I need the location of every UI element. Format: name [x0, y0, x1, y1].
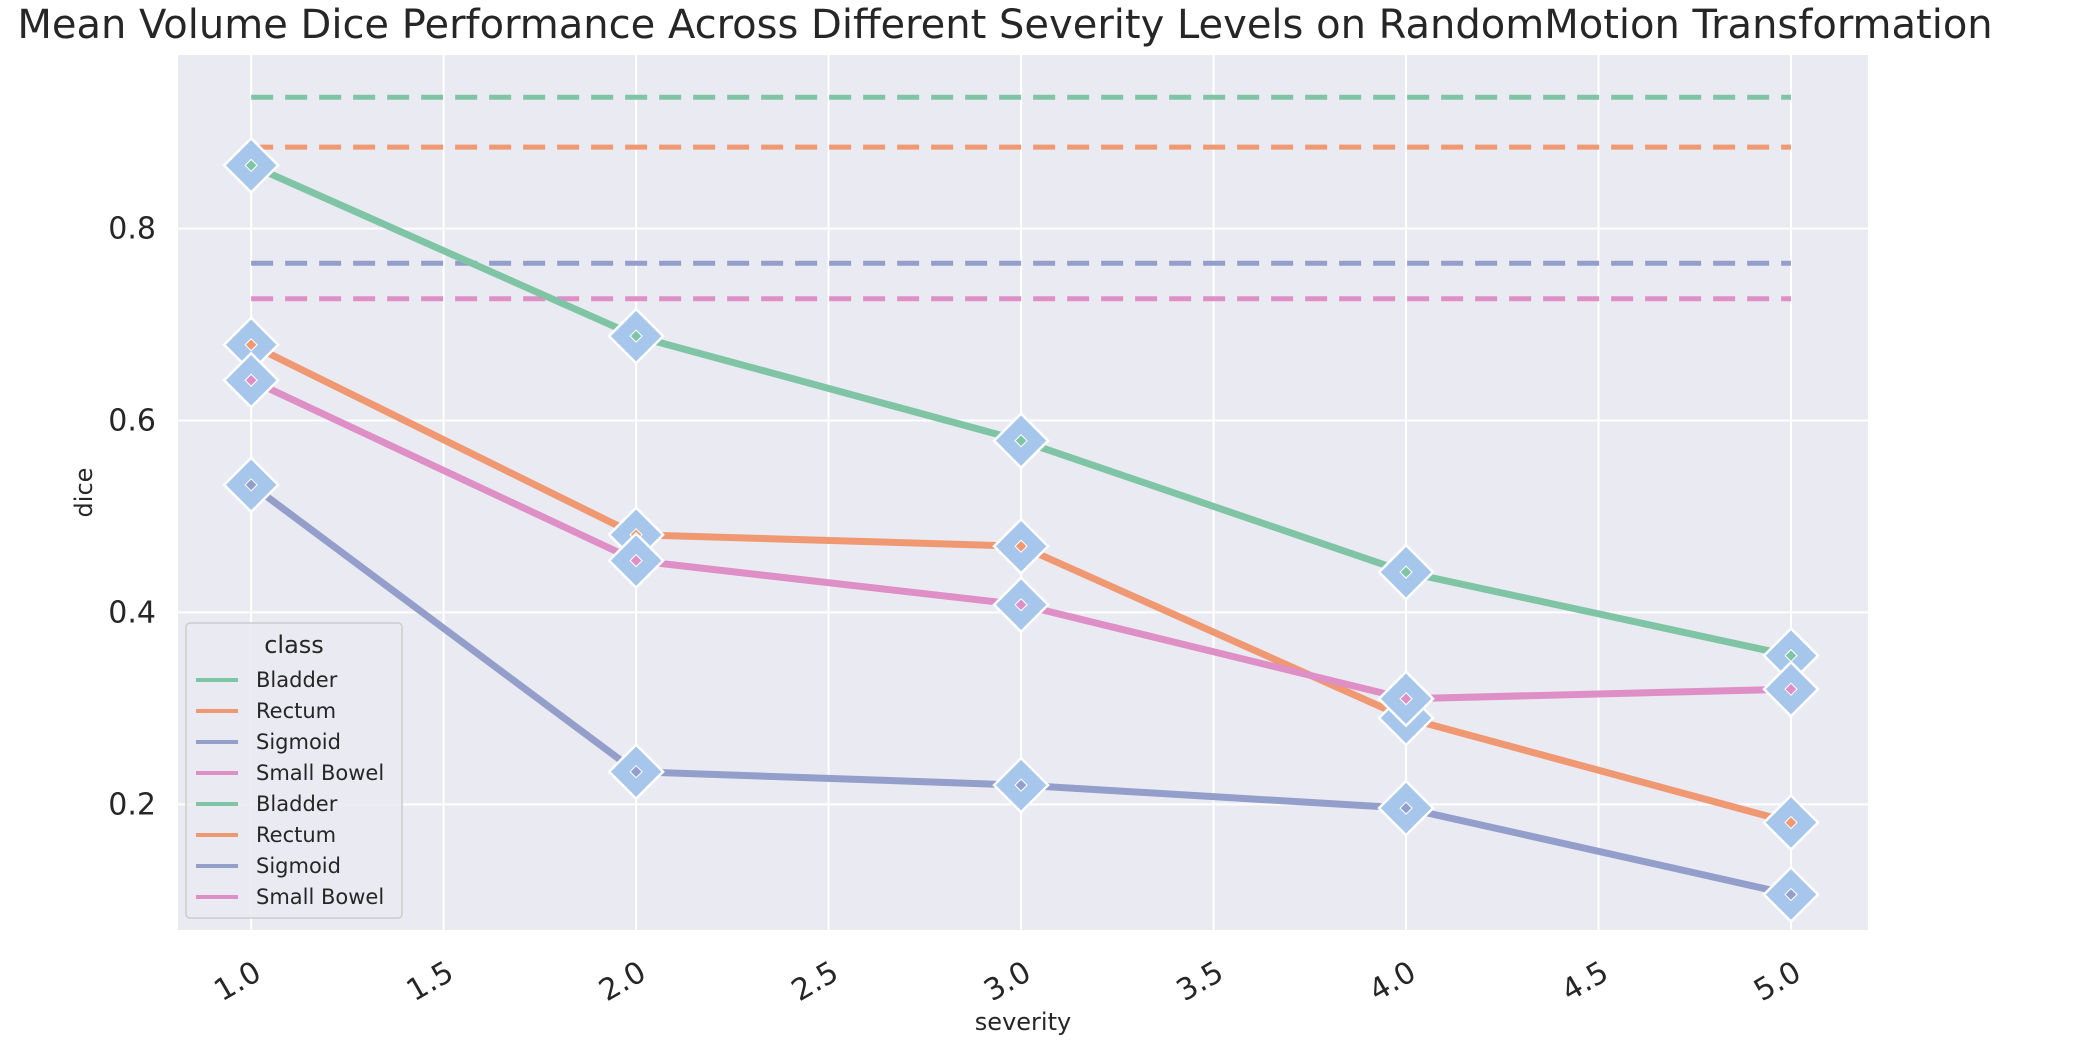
data-point-center	[244, 338, 258, 352]
legend-entry-label: Sigmoid	[256, 730, 341, 754]
data-point-center	[1784, 815, 1798, 830]
chart-title: Mean Volume Dice Performance Across Diff…	[17, 2, 1993, 48]
y-tick-label: 0.8	[108, 212, 156, 247]
x-axis-title: severity	[975, 1008, 1071, 1036]
data-point-center	[244, 373, 258, 387]
data-point-center	[1784, 682, 1798, 696]
x-tick-labels: 1.0 1.5 2.0 2.5 3.0 3.5 4.0 4.5 5.0	[208, 955, 1807, 1009]
data-point-center	[244, 158, 258, 173]
x-tick-label: 3.0	[978, 955, 1037, 1009]
data-point-center	[244, 478, 258, 492]
legend-entry-label: Small Bowel	[256, 885, 384, 909]
data-point-center	[629, 329, 643, 343]
legend-entry-label: Bladder	[256, 668, 338, 692]
y-tick-label: 0.2	[108, 787, 156, 822]
data-point-center	[1399, 801, 1413, 815]
legend-entry-label: Small Bowel	[256, 761, 384, 785]
y-tick-label: 0.4	[108, 595, 156, 630]
data-point-center	[1399, 565, 1413, 579]
x-tick-label: 2.0	[593, 955, 652, 1009]
legend-entry-label: Sigmoid	[256, 854, 341, 878]
x-tick-label: 3.5	[1171, 955, 1230, 1009]
data-point-center	[629, 764, 643, 779]
data-point-center	[629, 553, 643, 568]
data-point-center	[1784, 887, 1798, 902]
legend-box	[185, 622, 403, 919]
legend: class Bladder Rectum Sigmoid Small Bowel Blad…	[185, 622, 403, 919]
legend-entry-label: Rectum	[256, 699, 336, 723]
data-point-center	[1014, 598, 1028, 612]
y-axis-title: dice	[70, 468, 98, 518]
data-point-center	[1014, 433, 1028, 448]
legend-entry-label: Bladder	[256, 792, 338, 816]
x-tick-label: 5.0	[1748, 955, 1807, 1009]
data-point-center	[1399, 692, 1413, 706]
legend-entry-label: Rectum	[256, 823, 336, 847]
y-tick-labels: 0.2 0.4 0.6 0.8	[108, 212, 156, 823]
legend-title: class	[264, 631, 324, 659]
x-tick-label: 1.0	[208, 955, 267, 1009]
x-tick-label: 4.5	[1556, 955, 1615, 1009]
x-tick-label: 1.5	[401, 955, 460, 1009]
data-point-center	[1014, 778, 1028, 792]
x-tick-label: 4.0	[1363, 955, 1422, 1009]
y-tick-label: 0.6	[108, 404, 156, 439]
x-tick-label: 2.5	[786, 955, 845, 1009]
data-markers	[222, 136, 1820, 924]
data-point-center	[1014, 539, 1028, 553]
